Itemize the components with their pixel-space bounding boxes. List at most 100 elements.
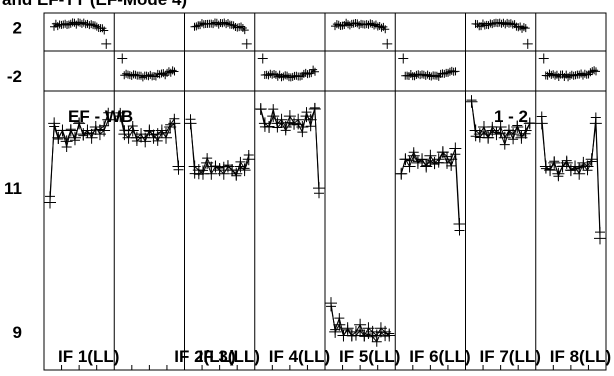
phase-point — [286, 73, 295, 82]
amplitude-point — [350, 330, 361, 341]
panel-label: IF 6(LL) — [409, 347, 470, 366]
amplitude-point — [524, 118, 535, 129]
phase-point — [586, 68, 595, 77]
amplitude-point — [74, 117, 85, 128]
phase-point — [427, 72, 436, 81]
phase-point — [521, 24, 530, 33]
amplitude-point — [140, 132, 151, 143]
phase-point — [138, 73, 147, 82]
phase-point — [309, 65, 318, 74]
y-tick-label: 11 — [4, 179, 22, 198]
phase-point — [98, 24, 107, 33]
amplitude-point — [450, 149, 461, 160]
y-tick-label: -2 — [7, 67, 22, 86]
amplitude-point — [557, 161, 568, 172]
phase-point — [311, 67, 319, 76]
amplitude-point — [326, 301, 336, 312]
panel-label: IF 2(LL) — [174, 347, 235, 366]
amplitude-point — [520, 128, 531, 139]
phase-point — [214, 20, 223, 29]
panel-label: IF 3(LL) — [199, 347, 260, 366]
panel-label: IF 8(LL) — [550, 347, 611, 366]
panel-label: IF 1(LL) — [58, 347, 119, 366]
phase-point — [92, 22, 101, 31]
phase-point — [506, 19, 515, 28]
phase-point — [473, 20, 482, 29]
amplitude-point — [169, 113, 180, 124]
phase-point — [381, 25, 390, 34]
amplitude-point — [297, 127, 308, 138]
phase-point — [592, 67, 600, 76]
phase-point — [377, 23, 386, 32]
amplitude-point — [363, 329, 374, 340]
amplitude-point — [309, 102, 320, 113]
y-tick-label: 9 — [13, 323, 22, 342]
phase-point — [131, 70, 140, 79]
amplitude-point — [305, 121, 316, 132]
amplitude-point — [185, 114, 196, 125]
phase-point — [366, 19, 375, 28]
phase-point — [518, 24, 527, 33]
phase-point — [432, 71, 441, 80]
phase-point — [543, 71, 552, 80]
phase-point — [64, 20, 73, 29]
header-text: and EF-TT (EF-Mode 4) — [2, 0, 187, 9]
amplitude-point — [239, 163, 250, 174]
phase-point — [501, 20, 510, 29]
amplitude-point — [499, 139, 510, 150]
amplitude-point — [549, 156, 560, 167]
phase-point — [410, 72, 419, 81]
phase-point — [224, 19, 232, 28]
amplitude-point — [466, 95, 477, 106]
amplitude-point — [512, 120, 523, 131]
amplitude-point — [586, 156, 597, 167]
amplitude-point — [565, 165, 576, 176]
phase-point — [63, 21, 72, 30]
amplitude-point — [231, 170, 242, 181]
amplitude-point — [210, 161, 221, 172]
amplitude-point — [189, 168, 200, 179]
phase-point — [332, 20, 341, 29]
amplitude-point — [152, 135, 163, 146]
amplitude-point — [78, 130, 89, 141]
amplitude-point — [127, 121, 138, 132]
amplitude-point — [99, 120, 110, 131]
amplitude-point — [478, 126, 489, 137]
amplitude-point — [57, 125, 68, 136]
amplitude-point — [540, 163, 551, 174]
phase-point — [353, 19, 362, 28]
amplitude-point — [582, 165, 593, 176]
amplitude-point — [437, 147, 448, 158]
amplitude-point — [218, 161, 229, 172]
phase-point — [197, 19, 206, 28]
phase-point — [87, 20, 96, 29]
amplitude-point — [495, 128, 506, 139]
amplitude-point — [487, 121, 498, 132]
phase-point — [497, 19, 506, 28]
phase-point — [170, 67, 179, 76]
phase-point — [237, 22, 246, 31]
amplitude-point — [173, 164, 184, 175]
amplitude-point — [404, 155, 415, 166]
phase-point — [303, 70, 312, 79]
amplitude-point — [61, 141, 72, 152]
phase-point — [444, 68, 453, 77]
amplitude-point — [446, 160, 457, 171]
amplitude-point — [197, 165, 208, 176]
amplitude-point — [243, 150, 254, 161]
amplitude-point — [314, 188, 324, 199]
phase-point — [406, 70, 415, 79]
phase-point — [575, 70, 584, 79]
amplitude-point — [123, 125, 134, 136]
amplitude-point — [553, 171, 564, 182]
phase-point — [478, 19, 487, 28]
amplitude-point — [595, 227, 605, 238]
phase-point — [578, 71, 587, 80]
phase-point — [53, 22, 62, 31]
amplitude-point — [69, 135, 80, 146]
amplitude-point — [561, 155, 572, 166]
phase-point — [66, 19, 75, 28]
amplitude-point — [115, 107, 126, 118]
data-marks — [44, 18, 606, 347]
phase-point — [240, 26, 249, 35]
